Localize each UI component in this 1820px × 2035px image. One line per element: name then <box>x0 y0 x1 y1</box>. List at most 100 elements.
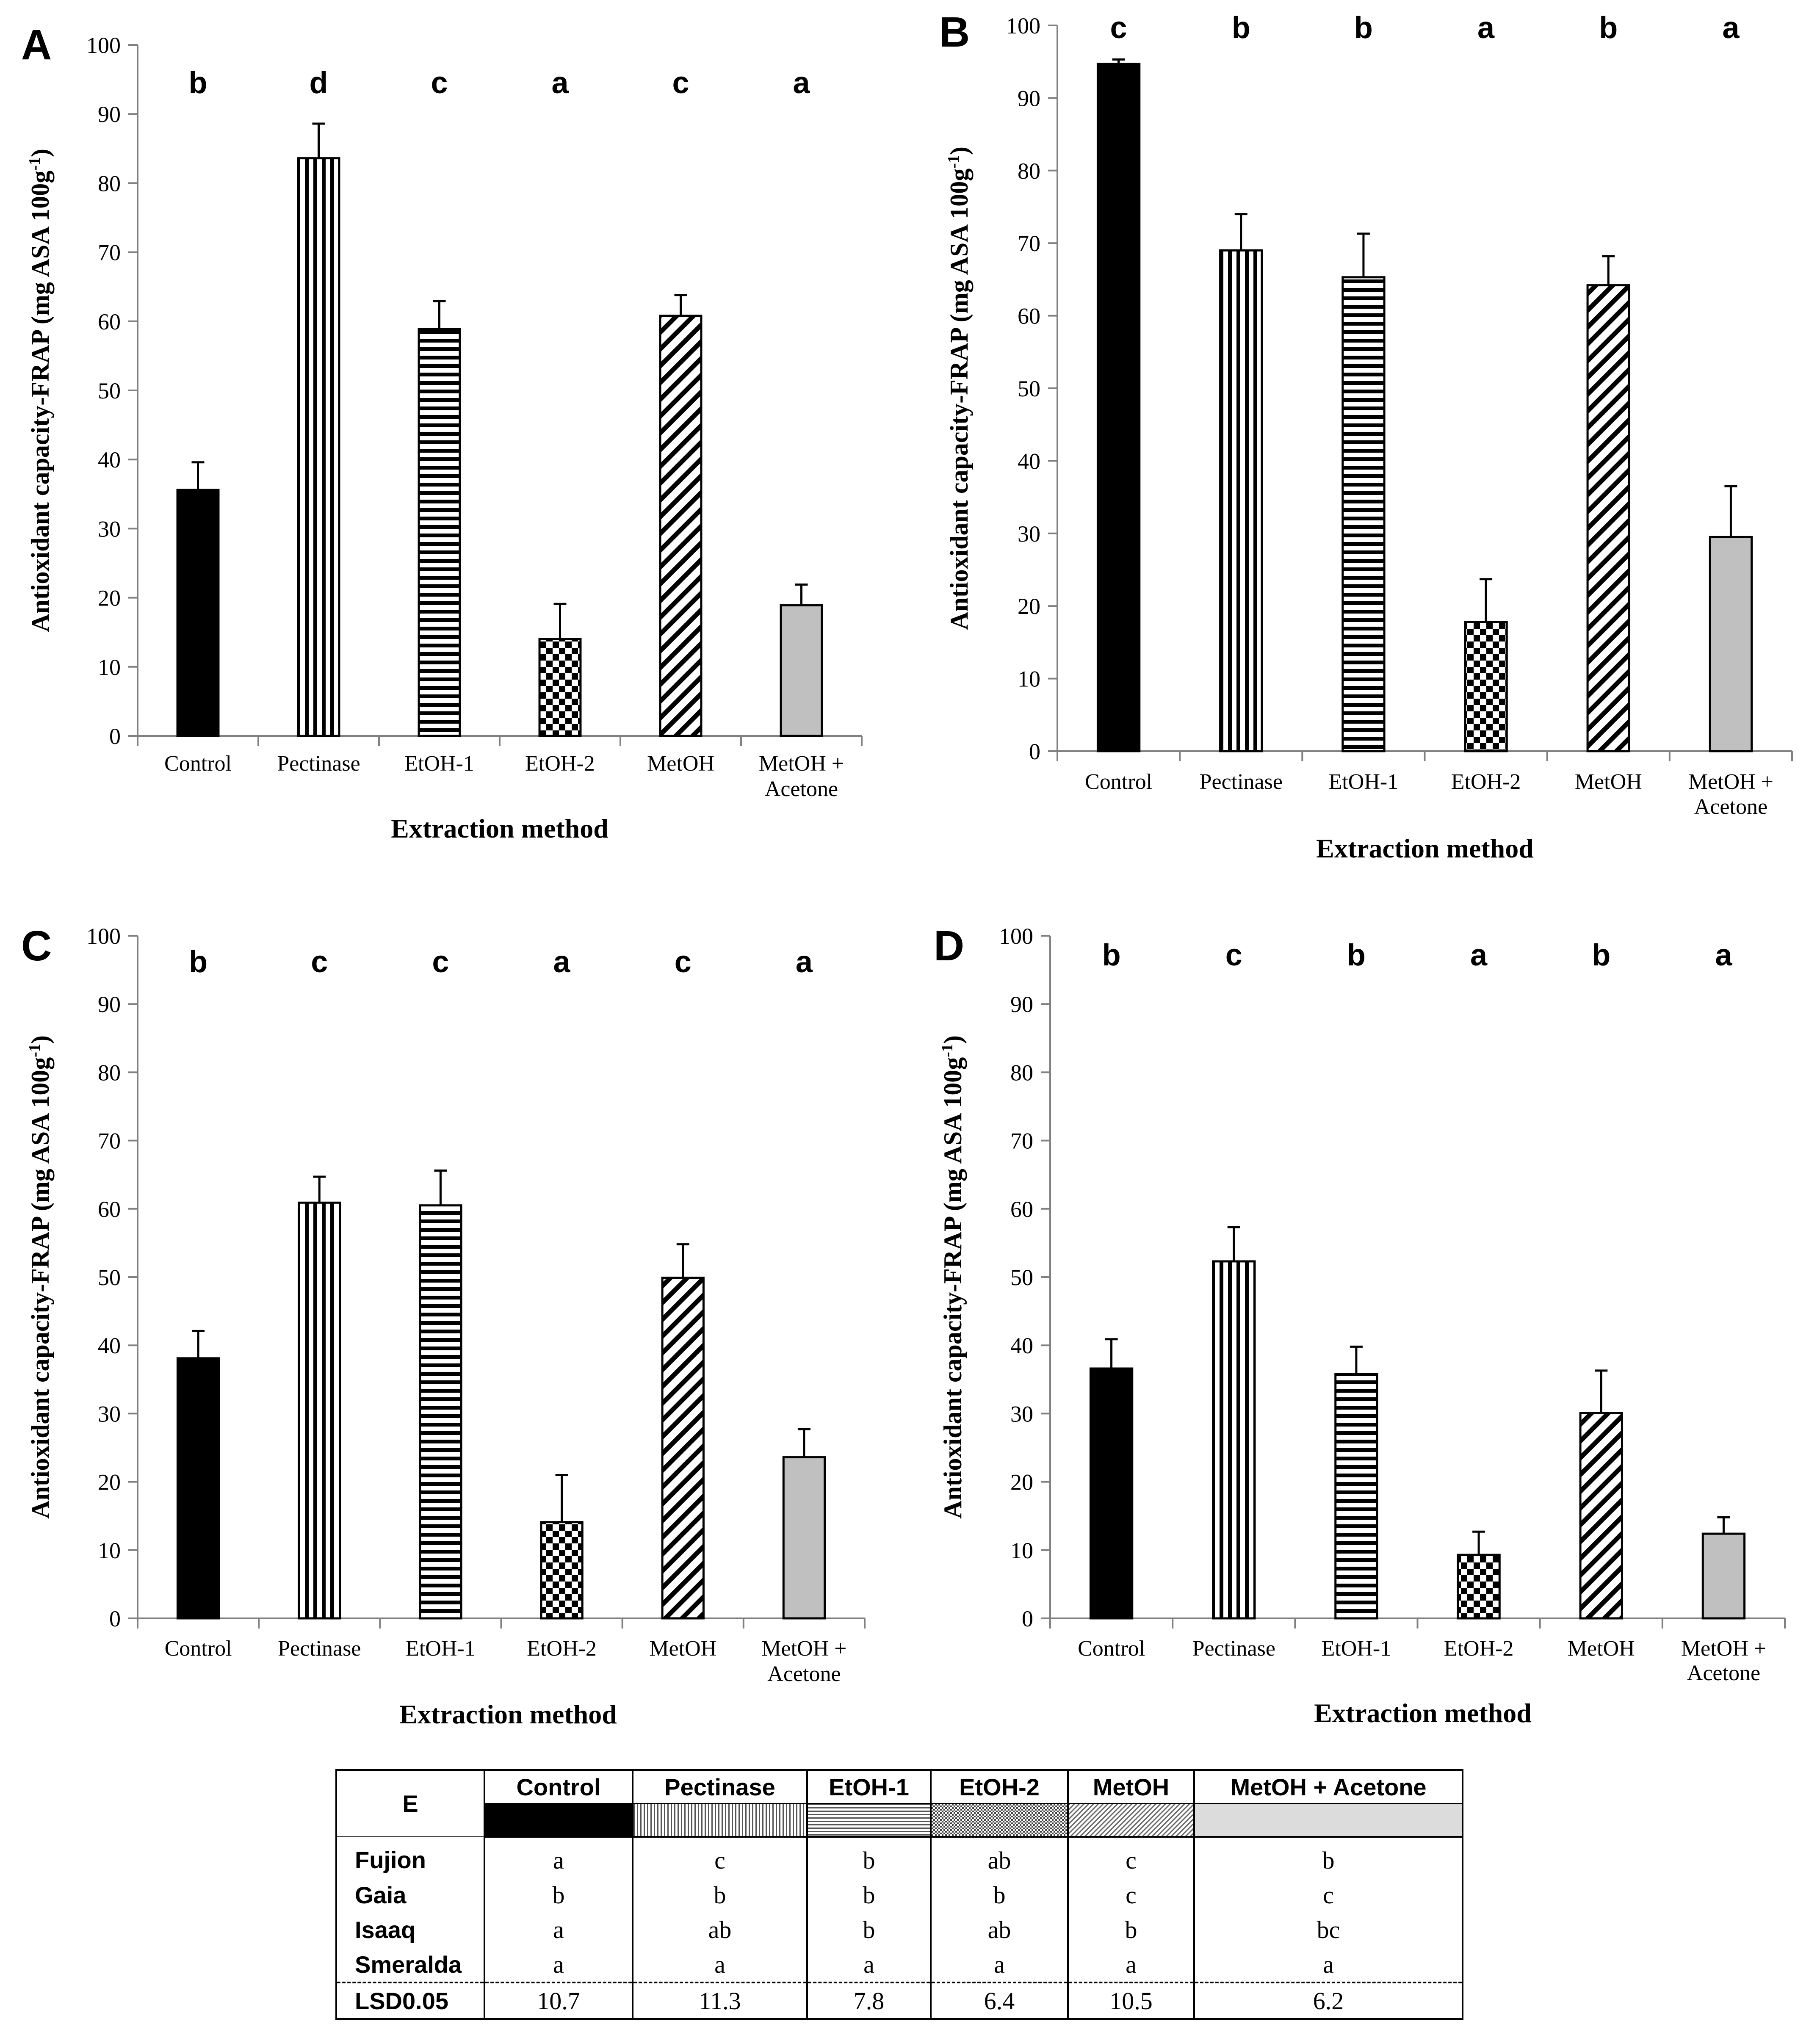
y-axis-label: Antioxidant capacity-FRAP (mg ASA 100g-1… <box>26 149 54 632</box>
category-label: EtOH-1 <box>404 752 474 776</box>
bar-metoh <box>661 1277 705 1620</box>
category-label: Pectinase <box>1192 1637 1275 1661</box>
column-header-etoh-1: EtOH-1 <box>806 1770 931 1804</box>
panel-letter: D <box>934 922 964 970</box>
table-cell: a <box>930 1947 1068 1982</box>
table-cell: bc <box>1193 1912 1463 1947</box>
y-tick-label: 90 <box>1018 86 1040 111</box>
table-cell: ab <box>632 1912 807 1947</box>
row-label: Fujion <box>355 1847 426 1873</box>
table-cell: a <box>806 1947 931 1982</box>
category-label: Control <box>164 752 232 776</box>
table-row-fujion: Fujion a c b ab c b <box>336 1837 1463 1877</box>
category-label: Pectinase <box>1200 770 1283 794</box>
category-label: EtOH-1 <box>406 1637 476 1661</box>
y-tick-label: 10 <box>1010 1538 1033 1563</box>
column-header-control: Control <box>484 1770 633 1804</box>
y-tick-label: 10 <box>1018 666 1040 692</box>
y-tick-label: 60 <box>98 1197 121 1222</box>
bar-metoh-acetone <box>1709 536 1753 752</box>
chart-panel-b: B 0 10 20 30 40 50 60 70 80 90 100 c Control b Pectinas… <box>939 8 1793 863</box>
y-tick-label: 70 <box>98 240 121 265</box>
category-label: Pectinase <box>278 1637 361 1661</box>
bar-metoh-acetone <box>782 1456 826 1620</box>
y-tick-label: 20 <box>98 1470 121 1495</box>
category-label: Control <box>1085 770 1152 794</box>
category-label: EtOH-1 <box>1329 770 1399 794</box>
y-tick-label: 20 <box>1010 1470 1033 1495</box>
category-label: MetOH + <box>1681 1637 1766 1661</box>
category-label: Control <box>165 1637 232 1661</box>
bar-metoh <box>659 315 703 737</box>
y-tick-label: 50 <box>98 1265 121 1290</box>
panel-letter: A <box>21 21 52 69</box>
table-row-smeralda: Smeralda a a a a a a <box>336 1947 1463 1982</box>
category-label: EtOH-1 <box>1322 1637 1391 1661</box>
bar-etoh-2 <box>1464 621 1508 752</box>
x-axis-label: Extraction method <box>399 1699 617 1729</box>
category-label: Control <box>1078 1637 1145 1661</box>
legend-swatch-etoh-2 <box>930 1803 1068 1838</box>
legend-swatch-pectinase <box>632 1803 807 1838</box>
x-axis-label: Extraction method <box>1314 1698 1532 1728</box>
table-cell: b <box>484 1877 633 1912</box>
table-cell: a <box>484 1947 633 1982</box>
bar-metoh <box>1579 1412 1623 1620</box>
category-label: EtOH-2 <box>1451 770 1521 794</box>
table-cell: 7.8 <box>806 1982 931 2019</box>
significance-letter: a <box>551 66 569 100</box>
category-label-line2: Acetone <box>1687 1661 1760 1685</box>
bar-etoh-1 <box>418 328 461 737</box>
y-tick-label: 70 <box>98 1128 121 1154</box>
chart-panel-d: D 0 10 20 30 40 50 60 70 80 90 100 b Control c Pectinas… <box>934 922 1786 1728</box>
panel-e-table: E Control Pectinase EtOH-1 EtOH-2 MetOH … <box>335 1769 1463 2020</box>
y-tick-label: 50 <box>1018 376 1040 401</box>
bar-pectinase <box>1219 249 1263 752</box>
bar-control <box>1089 1367 1134 1620</box>
x-axis-label: Extraction method <box>391 813 609 843</box>
category-label: MetOH + <box>759 752 844 776</box>
bar-pectinase <box>1212 1260 1256 1620</box>
significance-letter: c <box>311 945 328 979</box>
table-cell: c <box>1067 1877 1194 1912</box>
y-tick-label: 50 <box>1010 1265 1033 1290</box>
table-cell: b <box>806 1877 931 1912</box>
table-cell: b <box>632 1877 807 1912</box>
y-tick-label: 80 <box>98 1060 121 1085</box>
table-cell: a <box>1193 1947 1463 1982</box>
significance-letter: a <box>796 945 813 979</box>
significance-letter: c <box>1225 938 1242 972</box>
significance-letter: c <box>431 66 448 100</box>
bar-etoh-1 <box>1341 276 1386 752</box>
bar-etoh-2 <box>540 1521 584 1620</box>
table-cell: c <box>1193 1877 1463 1912</box>
y-tick-label: 100 <box>86 923 121 949</box>
significance-letter: a <box>553 945 571 979</box>
category-label: EtOH-2 <box>1444 1637 1514 1661</box>
x-axis-label: Extraction method <box>1316 833 1534 863</box>
column-header-pectinase: Pectinase <box>632 1770 807 1804</box>
y-tick-label: 40 <box>1018 448 1040 474</box>
significance-letter: b <box>1347 938 1366 972</box>
significance-letter: a <box>1715 938 1732 972</box>
y-tick-label: 30 <box>98 1401 121 1427</box>
bar-control <box>1096 63 1141 752</box>
table-cell: b <box>806 1837 931 1877</box>
table-cell: a <box>484 1837 633 1877</box>
table-row-lsd: LSD0.05 10.7 11.3 7.8 6.4 10.5 6.2 <box>336 1982 1463 2019</box>
significance-letter: b <box>1102 938 1121 972</box>
table-cell: a <box>1067 1947 1194 1982</box>
y-tick-label: 90 <box>98 102 121 127</box>
significance-letter: b <box>189 66 207 100</box>
legend-swatch-metoh-acetone <box>1193 1803 1463 1838</box>
bar-metoh-acetone <box>780 604 823 737</box>
table-cell: b <box>1067 1912 1194 1947</box>
bar-etoh-1 <box>419 1204 462 1620</box>
y-tick-label: 100 <box>86 33 121 58</box>
significance-letter: c <box>672 66 689 100</box>
category-label-line2: Acetone <box>765 777 838 801</box>
significance-letter: b <box>189 945 207 979</box>
legend-swatch-etoh-1 <box>806 1803 931 1838</box>
y-tick-label: 60 <box>1010 1197 1033 1222</box>
